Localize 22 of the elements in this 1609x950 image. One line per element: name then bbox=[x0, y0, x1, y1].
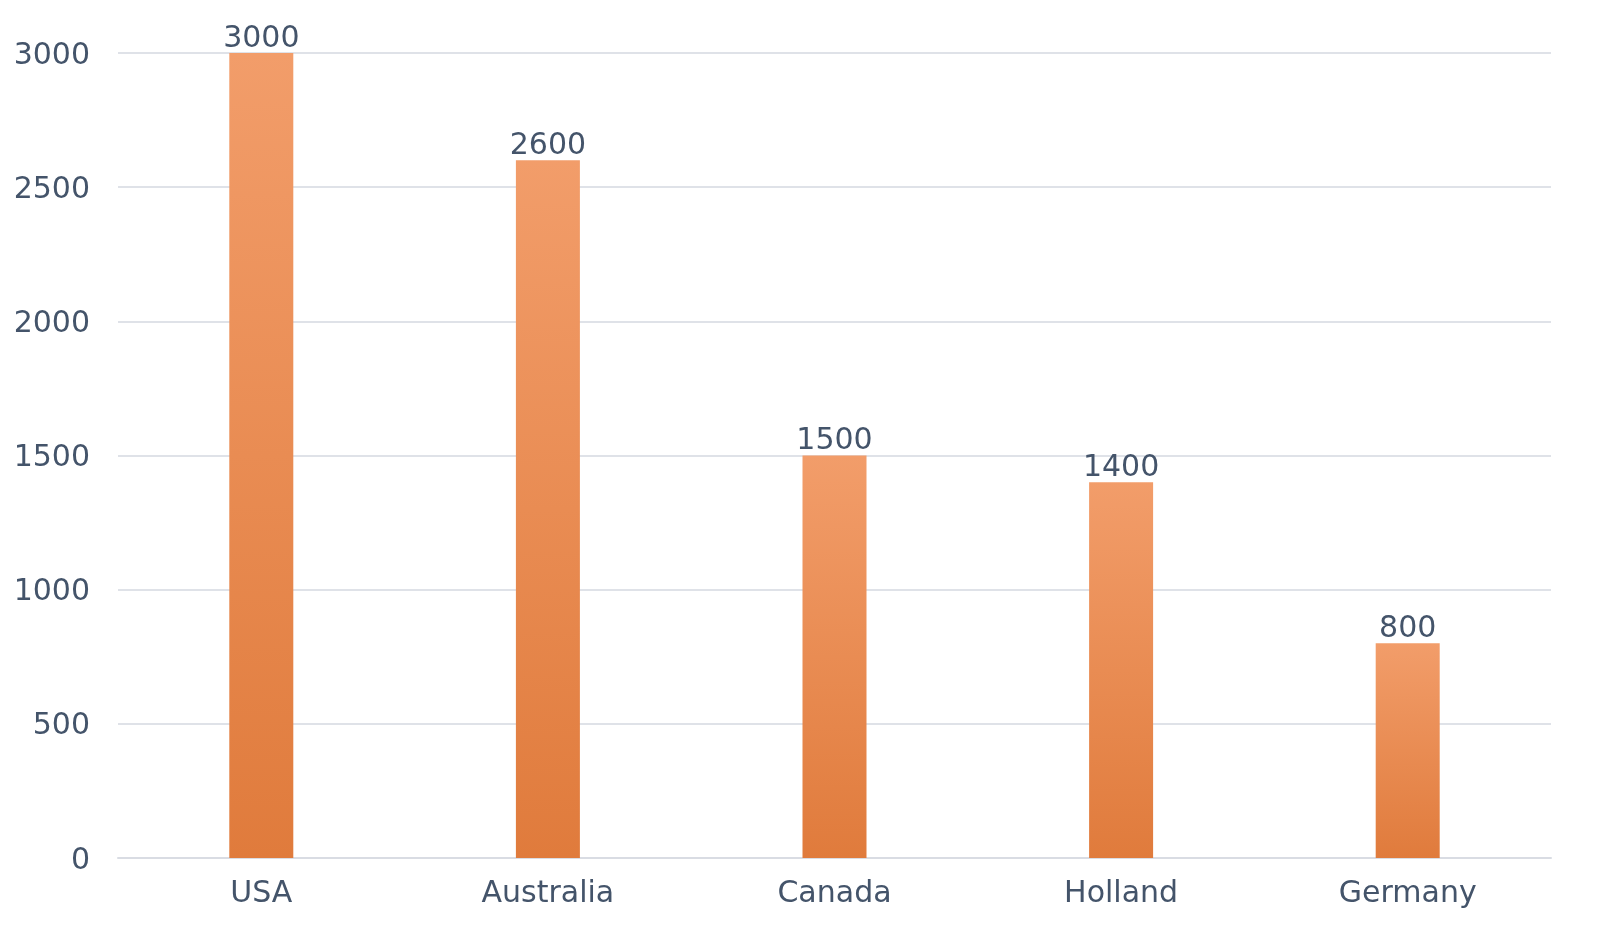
y-tick-label: 1500 bbox=[13, 438, 90, 473]
bar bbox=[229, 53, 294, 858]
y-tick-label: 500 bbox=[32, 706, 90, 742]
y-tick-label: 2500 bbox=[13, 169, 90, 205]
y-tick-label: 0 bbox=[70, 840, 90, 876]
data-label: 800 bbox=[1379, 608, 1437, 644]
bar bbox=[1089, 482, 1154, 858]
data-label: 1500 bbox=[796, 421, 873, 456]
x-tick-label: Australia bbox=[481, 873, 615, 909]
y-tick-label: 1000 bbox=[13, 572, 90, 608]
bar bbox=[1375, 643, 1440, 858]
bar bbox=[802, 455, 867, 858]
data-label: 3000 bbox=[223, 18, 300, 54]
x-tick-label: Germany bbox=[1338, 873, 1477, 909]
y-tick-label: 2000 bbox=[13, 303, 90, 339]
x-tick-label: USA bbox=[230, 873, 293, 909]
data-label: 1400 bbox=[1082, 447, 1160, 483]
y-tick-label: 3000 bbox=[13, 35, 90, 71]
x-tick-label: Holland bbox=[1064, 873, 1179, 909]
data-label: 2600 bbox=[509, 125, 587, 161]
bar bbox=[515, 160, 580, 858]
x-tick-label: Canada bbox=[777, 873, 892, 909]
